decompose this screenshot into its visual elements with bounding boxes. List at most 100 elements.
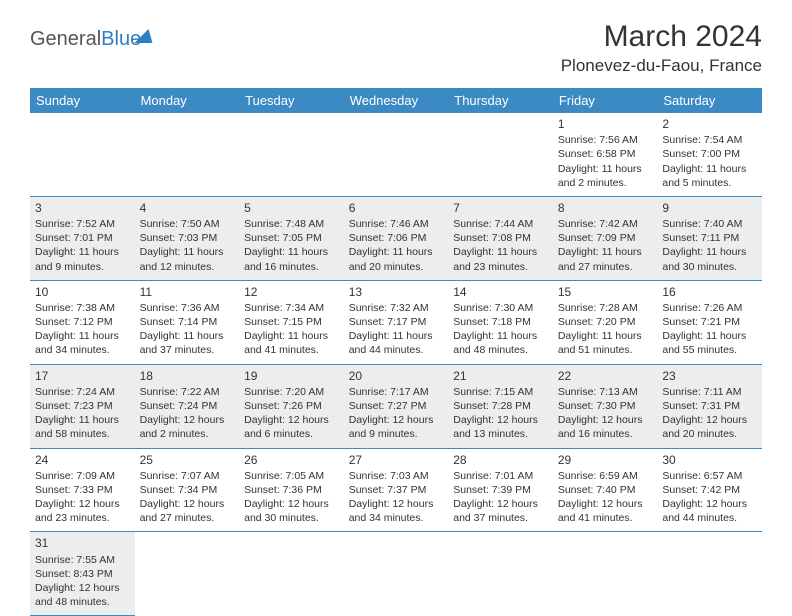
calendar-day: 4Sunrise: 7:50 AMSunset: 7:03 PMDaylight… <box>135 196 240 280</box>
sunrise-line: Sunrise: 7:40 AM <box>662 217 757 231</box>
day-header: Monday <box>135 88 240 113</box>
day-header: Saturday <box>657 88 762 113</box>
daylight-line2: and 27 minutes. <box>558 260 653 274</box>
sunset-line: Sunset: 7:39 PM <box>453 483 548 497</box>
calendar-day: 19Sunrise: 7:20 AMSunset: 7:26 PMDayligh… <box>239 364 344 448</box>
day-number: 16 <box>662 284 757 300</box>
calendar-day: 24Sunrise: 7:09 AMSunset: 7:33 PMDayligh… <box>30 448 135 532</box>
sunrise-line: Sunrise: 7:44 AM <box>453 217 548 231</box>
day-header: Wednesday <box>344 88 449 113</box>
location-text: Plonevez-du-Faou, France <box>561 56 762 76</box>
daylight-line2: and 20 minutes. <box>662 427 757 441</box>
sunset-line: Sunset: 7:06 PM <box>349 231 444 245</box>
day-number: 5 <box>244 200 339 216</box>
daylight-line: Daylight: 12 hours <box>453 413 548 427</box>
daylight-line: Daylight: 12 hours <box>662 497 757 511</box>
logo-part1: General <box>30 28 101 50</box>
sunrise-line: Sunrise: 7:20 AM <box>244 385 339 399</box>
daylight-line2: and 5 minutes. <box>662 176 757 190</box>
calendar-day: 18Sunrise: 7:22 AMSunset: 7:24 PMDayligh… <box>135 364 240 448</box>
calendar-day: 25Sunrise: 7:07 AMSunset: 7:34 PMDayligh… <box>135 448 240 532</box>
month-title: March 2024 <box>561 20 762 54</box>
calendar-day: 31Sunrise: 7:55 AMSunset: 8:43 PMDayligh… <box>30 532 135 616</box>
day-number: 21 <box>453 368 548 384</box>
day-number: 28 <box>453 452 548 468</box>
daylight-line: Daylight: 11 hours <box>349 245 444 259</box>
sunset-line: Sunset: 6:58 PM <box>558 147 653 161</box>
calendar-empty <box>448 113 553 196</box>
sunrise-line: Sunrise: 7:17 AM <box>349 385 444 399</box>
calendar-day: 11Sunrise: 7:36 AMSunset: 7:14 PMDayligh… <box>135 280 240 364</box>
sunrise-line: Sunrise: 7:03 AM <box>349 469 444 483</box>
logo-text: GeneralBlue <box>30 28 141 51</box>
calendar-week: 24Sunrise: 7:09 AMSunset: 7:33 PM Dayligh… <box>30 448 762 532</box>
daylight-line2: and 48 minutes. <box>453 343 548 357</box>
sunset-line: Sunset: 8:43 PM <box>35 567 130 581</box>
day-number: 24 <box>35 452 130 468</box>
daylight-line2: and 6 minutes. <box>244 427 339 441</box>
calendar-table: SundayMondayTuesdayWednesdayThursdayFrid… <box>30 88 762 616</box>
daylight-line2: and 12 minutes. <box>140 260 235 274</box>
daylight-line: Daylight: 12 hours <box>558 497 653 511</box>
daylight-line: Daylight: 11 hours <box>349 329 444 343</box>
calendar-week: 31Sunrise: 7:55 AMSunset: 8:43 PMDayligh… <box>30 532 762 616</box>
day-number: 19 <box>244 368 339 384</box>
daylight-line2: and 16 minutes. <box>558 427 653 441</box>
sunrise-line: Sunrise: 7:46 AM <box>349 217 444 231</box>
calendar-day: 2Sunrise: 7:54 AMSunset: 7:00 PMDaylight… <box>657 113 762 196</box>
sunrise-line: Sunrise: 7:42 AM <box>558 217 653 231</box>
day-number: 7 <box>453 200 548 216</box>
day-number: 26 <box>244 452 339 468</box>
sunset-line: Sunset: 7:14 PM <box>140 315 235 329</box>
calendar-day: 23Sunrise: 7:11 AMSunset: 7:31 PMDayligh… <box>657 364 762 448</box>
daylight-line2: and 34 minutes. <box>349 511 444 525</box>
daylight-line2: and 34 minutes. <box>35 343 130 357</box>
day-number: 23 <box>662 368 757 384</box>
calendar-day: 15Sunrise: 7:28 AMSunset: 7:20 PMDayligh… <box>553 280 658 364</box>
calendar-day: 13Sunrise: 7:32 AMSunset: 7:17 PMDayligh… <box>344 280 449 364</box>
daylight-line2: and 55 minutes. <box>662 343 757 357</box>
daylight-line: Daylight: 12 hours <box>558 413 653 427</box>
calendar-week: 3Sunrise: 7:52 AMSunset: 7:01 PMDaylight… <box>30 196 762 280</box>
sunset-line: Sunset: 7:26 PM <box>244 399 339 413</box>
daylight-line2: and 44 minutes. <box>349 343 444 357</box>
daylight-line: Daylight: 11 hours <box>558 329 653 343</box>
daylight-line2: and 58 minutes. <box>35 427 130 441</box>
daylight-line: Daylight: 12 hours <box>140 497 235 511</box>
calendar-day: 8Sunrise: 7:42 AMSunset: 7:09 PMDaylight… <box>553 196 658 280</box>
sunset-line: Sunset: 7:37 PM <box>349 483 444 497</box>
sunset-line: Sunset: 7:34 PM <box>140 483 235 497</box>
calendar-day: 7Sunrise: 7:44 AMSunset: 7:08 PMDaylight… <box>448 196 553 280</box>
day-number: 22 <box>558 368 653 384</box>
logo-triangle-icon <box>135 29 158 43</box>
day-number: 15 <box>558 284 653 300</box>
daylight-line: Daylight: 11 hours <box>558 245 653 259</box>
sunset-line: Sunset: 7:36 PM <box>244 483 339 497</box>
sunrise-line: Sunrise: 7:09 AM <box>35 469 130 483</box>
daylight-line2: and 37 minutes. <box>140 343 235 357</box>
sunrise-line: Sunrise: 7:54 AM <box>662 133 757 147</box>
daylight-line: Daylight: 12 hours <box>244 413 339 427</box>
daylight-line: Daylight: 11 hours <box>453 329 548 343</box>
daylight-line2: and 9 minutes. <box>35 260 130 274</box>
calendar-day: 10Sunrise: 7:38 AMSunset: 7:12 PMDayligh… <box>30 280 135 364</box>
daylight-line2: and 23 minutes. <box>35 511 130 525</box>
calendar-empty <box>239 532 344 616</box>
sunset-line: Sunset: 7:33 PM <box>35 483 130 497</box>
sunrise-line: Sunrise: 7:34 AM <box>244 301 339 315</box>
header: GeneralBlue March 2024 Plonevez-du-Faou,… <box>30 20 762 76</box>
daylight-line2: and 20 minutes. <box>349 260 444 274</box>
calendar-day: 14Sunrise: 7:30 AMSunset: 7:18 PMDayligh… <box>448 280 553 364</box>
calendar-empty <box>553 532 658 616</box>
sunrise-line: Sunrise: 7:38 AM <box>35 301 130 315</box>
daylight-line2: and 30 minutes. <box>662 260 757 274</box>
daylight-line: Daylight: 12 hours <box>140 413 235 427</box>
daylight-line: Daylight: 11 hours <box>244 329 339 343</box>
day-number: 2 <box>662 116 757 132</box>
sunset-line: Sunset: 7:20 PM <box>558 315 653 329</box>
day-number: 10 <box>35 284 130 300</box>
day-number: 25 <box>140 452 235 468</box>
calendar-day: 16Sunrise: 7:26 AMSunset: 7:21 PMDayligh… <box>657 280 762 364</box>
calendar-empty <box>135 113 240 196</box>
day-number: 20 <box>349 368 444 384</box>
